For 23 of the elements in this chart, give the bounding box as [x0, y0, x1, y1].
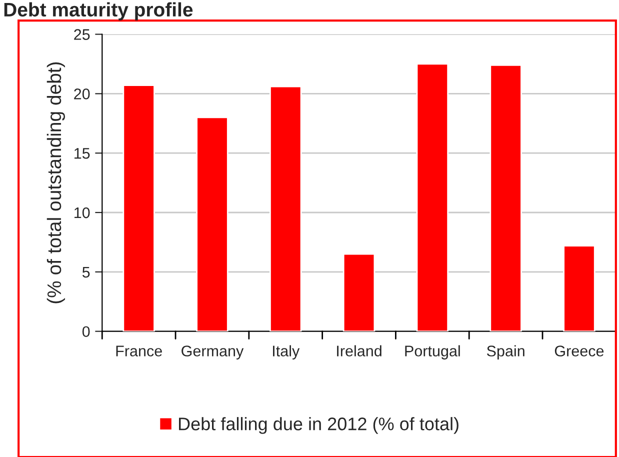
y-tick-label: 25: [74, 29, 90, 40]
x-tick-label: Italy: [273, 345, 300, 360]
bar: [122, 84, 155, 332]
y-tick-label: 15: [74, 148, 90, 159]
y-tick-label: 5: [82, 266, 90, 278]
x-tick-label: Spain: [486, 345, 524, 360]
x-tick-label: Portugal: [405, 345, 460, 360]
bar: [416, 63, 449, 332]
x-tick-label: Ireland: [337, 345, 382, 356]
x-tick-label: Greece: [554, 346, 604, 356]
x-tick-label: France: [116, 346, 162, 356]
bar: [342, 253, 376, 332]
x-tick-label: Germany: [182, 346, 244, 360]
y-tick-label: 10: [74, 207, 90, 218]
y-tick-label: 20: [74, 88, 90, 100]
y-axis-title: (% of total outstanding debt): [46, 62, 66, 304]
bar: [270, 86, 302, 332]
bar: [490, 64, 522, 332]
legend-label: Debt falling due in 2012 (% of total): [179, 417, 458, 434]
y-tick-label: 0: [82, 326, 90, 338]
bar: [563, 245, 596, 332]
chart-title: Debt maturity profile: [4, 2, 193, 20]
bar: [196, 116, 228, 332]
